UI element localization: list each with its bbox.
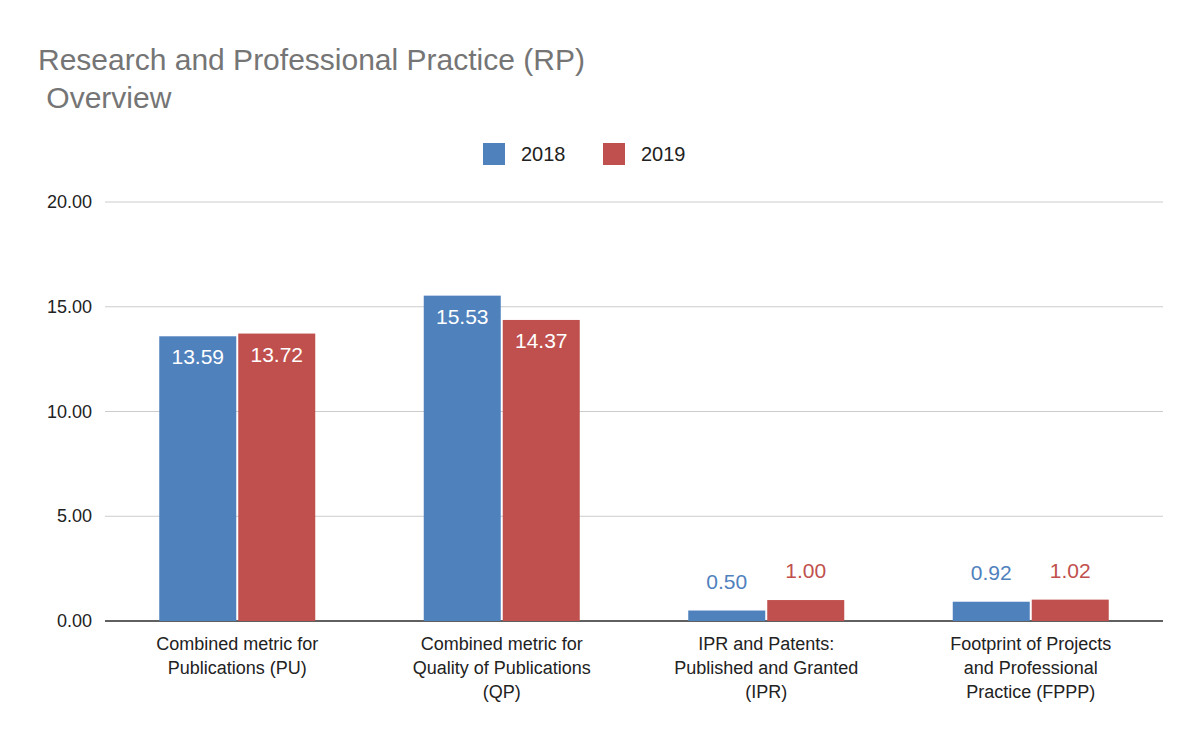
data-label: 13.59 <box>171 345 224 368</box>
bar <box>424 296 501 621</box>
data-label: 13.72 <box>250 343 303 366</box>
legend-swatch <box>483 143 505 165</box>
y-tick-label: 5.00 <box>57 506 92 526</box>
chart-container: Research and Professional Practice (RP) … <box>0 0 1200 742</box>
data-label: 14.37 <box>515 329 568 352</box>
bar <box>238 334 315 621</box>
bar <box>503 320 580 621</box>
data-label: 1.00 <box>785 559 826 582</box>
x-tick-label: Combined metric forPublications (PU) <box>156 634 318 678</box>
y-tick-label: 15.00 <box>47 297 92 317</box>
legend-swatch <box>603 143 625 165</box>
data-label: 0.50 <box>706 570 747 593</box>
bar <box>1032 600 1109 621</box>
data-label: 0.92 <box>971 561 1012 584</box>
data-labels: 13.59 13.72 15.53 14.37 0.50 1.00 0.92 1.02 <box>171 305 1090 593</box>
x-tick-label: IPR and Patents:Published and Granted(IP… <box>674 634 858 702</box>
bars <box>159 296 1109 621</box>
bar <box>953 602 1030 621</box>
title: Research and Professional Practice (RP) … <box>38 43 585 114</box>
y-tick-label: 20.00 <box>47 192 92 212</box>
legend-label: 2018 <box>521 143 566 165</box>
legend-label: 2019 <box>641 143 686 165</box>
x-tick-label: Combined metric forQuality of Publicatio… <box>413 634 591 702</box>
bar <box>159 336 236 621</box>
y-tick-label: 0.00 <box>57 611 92 631</box>
legend: 2018 2019 <box>483 143 686 165</box>
data-label: 15.53 <box>436 305 489 328</box>
grid-line <box>105 306 1163 307</box>
grid-line <box>105 202 1163 203</box>
background <box>0 0 1200 742</box>
bar <box>688 611 765 621</box>
bar <box>767 600 844 621</box>
chart-svg: Research and Professional Practice (RP) … <box>0 0 1200 742</box>
data-label: 1.02 <box>1050 559 1091 582</box>
y-tick-label: 10.00 <box>47 402 92 422</box>
x-tick-label: Footprint of Projectsand ProfessionalPra… <box>950 634 1111 702</box>
